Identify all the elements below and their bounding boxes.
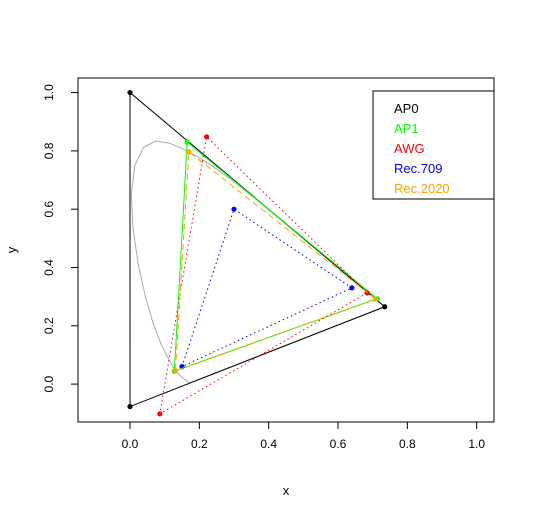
gamut-series-layer — [127, 89, 388, 417]
x-axis: 0.0 0.2 0.4 0.6 0.8 1.0 — [122, 421, 485, 451]
spectral-locus-layer — [130, 140, 386, 384]
gamut-ap0-point-1 — [127, 89, 133, 96]
gamut-ap1-triangle — [173, 141, 379, 372]
gamut-rec-2020-point-0 — [372, 296, 379, 302]
x-tick-label: 1.0 — [468, 437, 485, 451]
gamut-rec-709-point-1 — [231, 206, 237, 212]
x-tick-label: 0.0 — [122, 437, 139, 451]
y-tick-label: 0.4 — [42, 259, 56, 276]
x-axis-label: x — [283, 483, 290, 498]
legend-entry-awg: AWG — [394, 141, 425, 156]
gamut-rec-2020-point-2 — [172, 368, 179, 374]
y-tick-label: 1.0 — [42, 84, 56, 101]
gamut-ap0-point-2 — [127, 403, 133, 410]
legend-entry-rec-709: Rec.709 — [394, 161, 442, 176]
x-tick-label: 0.2 — [191, 437, 208, 451]
spectral-locus-curve — [130, 140, 386, 384]
gamut-awg-point-2 — [157, 411, 163, 417]
gamut-ap0-triangle — [129, 91, 386, 408]
y-axis-label: y — [4, 246, 19, 253]
y-axis: 0.0 0.2 0.4 0.6 0.8 1.0 — [42, 84, 78, 392]
gamut-rec-709-point-0 — [349, 285, 355, 291]
x-tick-label: 0.4 — [260, 437, 277, 451]
y-tick-label: 0.0 — [42, 375, 56, 392]
y-tick-label: 0.6 — [42, 201, 56, 218]
legend-box — [372, 90, 495, 200]
legend-entry-ap0: AP0 — [394, 101, 419, 116]
gamut-rec-709-triangle — [181, 208, 353, 368]
gamut-awg-point-1 — [204, 134, 210, 140]
gamut-ap1-point-1 — [184, 139, 190, 145]
x-tick-label: 0.8 — [399, 437, 416, 451]
gamut-ap0-point-0 — [382, 304, 388, 310]
gamut-awg-triangle — [159, 135, 368, 415]
x-tick-label: 0.6 — [330, 437, 347, 451]
y-tick-label: 0.8 — [42, 142, 56, 159]
legend: AP0 AP1 AWG Rec.709 Rec.2020 — [372, 90, 495, 200]
y-tick-label: 0.2 — [42, 317, 56, 334]
legend-entry-rec-2020: Rec.2020 — [394, 181, 450, 196]
gamut-rec-2020-point-1 — [186, 149, 192, 155]
legend-entry-ap1: AP1 — [394, 121, 419, 136]
gamut-rec-2020-triangle — [174, 150, 377, 372]
